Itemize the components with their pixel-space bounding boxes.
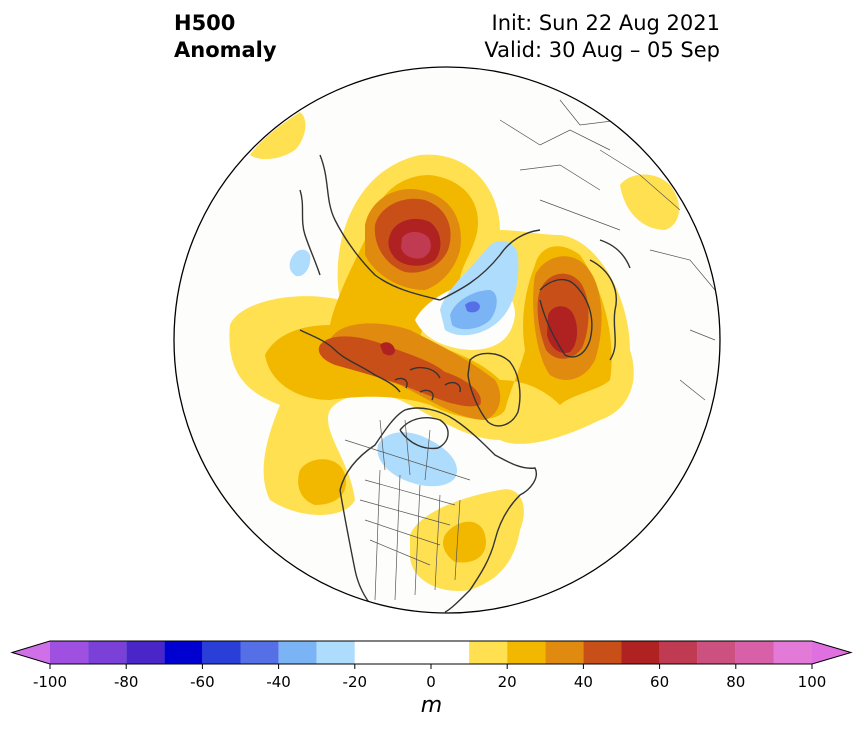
- colorbar-cell: [735, 641, 774, 664]
- colorbar-cell: [164, 641, 203, 664]
- colorbar: -100 -80 -60 -40 -20 0 20 40 60 80 100: [10, 640, 853, 691]
- colorbar-tick-label: -80: [114, 673, 139, 691]
- colorbar-cell: [278, 641, 317, 664]
- positive-anomaly-se-us-20m: [443, 521, 486, 563]
- political-borders: [344, 99, 716, 601]
- positive-anomaly-asia: [620, 174, 680, 230]
- colorbar-tick-label: 80: [726, 673, 745, 691]
- borders-eurasia: [499, 99, 716, 401]
- colorbar-tick-label: 40: [574, 673, 593, 691]
- colorbar-cell: [202, 641, 241, 664]
- coast-greenland: [467, 352, 521, 427]
- positive-anomaly-60m: [401, 231, 431, 259]
- colorbar-cell: [316, 641, 355, 664]
- positive-anomaly-50m-greenland: [547, 306, 578, 354]
- colorbar-tick-label: -20: [343, 673, 368, 691]
- positive-anomaly-50m-arctic: [380, 342, 395, 356]
- colorbar-cell: [126, 641, 165, 664]
- colorbar-under-extension: [12, 641, 50, 664]
- colorbar-ticks: -100 -80 -60 -40 -20 0 20 40 60 80 100: [33, 664, 826, 691]
- colorbar-cell: [507, 641, 546, 664]
- map-boundary: [173, 66, 721, 614]
- coast-hudson-bay: [399, 417, 449, 450]
- colorbar-cell: [583, 641, 622, 664]
- coast-arctic-islands: [394, 366, 461, 401]
- colorbar-cell: [431, 641, 470, 664]
- forecast-dates: Init: Sun 22 Aug 2021 Valid: 30 Aug – 05…: [484, 10, 720, 64]
- colorbar-cell: [50, 641, 89, 664]
- anomaly-contours: [229, 112, 680, 591]
- positive-anomaly-40m-arctic: [318, 336, 481, 407]
- init-date: Init: Sun 22 Aug 2021: [491, 11, 720, 35]
- coast-west-america: [339, 489, 373, 607]
- colorbar-cell: [88, 641, 127, 664]
- borders-canada: [344, 419, 471, 481]
- coast-europe: [589, 239, 631, 361]
- colorbar-cell: [545, 641, 584, 664]
- colorbar-cell: [697, 641, 736, 664]
- colorbar-cell: [354, 641, 393, 664]
- coast-north-america: [339, 407, 537, 613]
- coast-kamchatka: [299, 189, 321, 276]
- polar-map: [173, 66, 721, 614]
- colorbar-cell: [773, 641, 812, 664]
- colorbar-tick-label: 60: [650, 673, 669, 691]
- colorbar-tick-label: 0: [426, 673, 436, 691]
- colorbar-cell: [240, 641, 279, 664]
- colorbar-tick-label: 100: [798, 673, 827, 691]
- field-kind-label: Anomaly: [174, 38, 277, 62]
- map-title: H500 Anomaly: [174, 10, 277, 64]
- variable-label: H500: [174, 11, 236, 35]
- coast-alaska: [299, 329, 401, 393]
- valid-range: Valid: 30 Aug – 05 Sep: [484, 38, 720, 62]
- coast-scandinavia: [539, 278, 593, 358]
- colorbar-tick-label: 20: [498, 673, 517, 691]
- colorbar-tick-label: -40: [266, 673, 291, 691]
- colorbar-cell: [392, 641, 431, 664]
- colorbar-cell: [621, 641, 660, 664]
- positive-anomaly-pacific: [250, 112, 306, 160]
- colorbar-cell: [469, 641, 508, 664]
- colorbar-unit-label: m: [420, 693, 443, 718]
- coast-siberia: [319, 154, 441, 301]
- negative-anomaly-canada-10m: [377, 432, 458, 487]
- negative-anomaly-pacific-10m: [289, 249, 311, 277]
- colorbar-cell: [659, 641, 698, 664]
- coastlines: [299, 154, 631, 613]
- colorbar-tick-label: -100: [33, 673, 67, 691]
- colorbar-cells: [10, 640, 853, 665]
- positive-anomaly-pacific-20m: [298, 459, 346, 505]
- borders-us-states: [359, 469, 461, 601]
- negative-anomaly-arctic-30m: [465, 301, 480, 313]
- colorbar-tick-label: -60: [190, 673, 215, 691]
- coast-asia-north: [439, 229, 541, 301]
- colorbar-over-extension: [812, 641, 851, 664]
